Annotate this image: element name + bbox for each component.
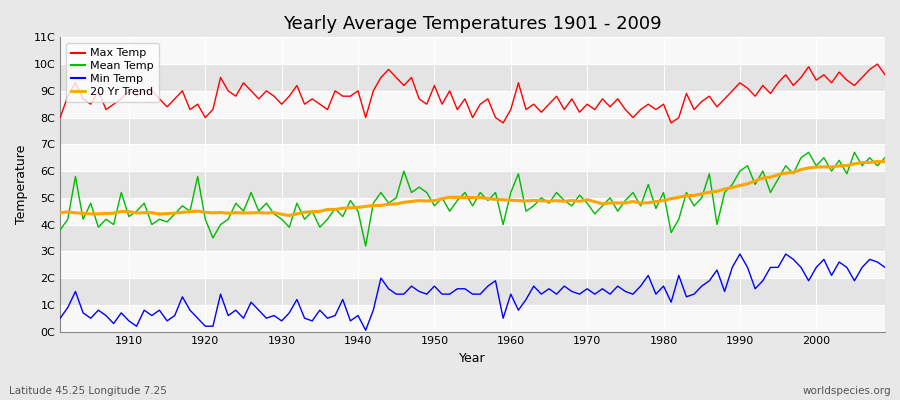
Bar [60,171,885,198]
Bar [60,144,885,171]
Bar [60,224,885,251]
Bar [60,251,885,278]
Bar [60,64,885,91]
Text: worldspecies.org: worldspecies.org [803,386,891,396]
Bar [60,10,885,37]
Text: Latitude 45.25 Longitude 7.25: Latitude 45.25 Longitude 7.25 [9,386,166,396]
Title: Yearly Average Temperatures 1901 - 2009: Yearly Average Temperatures 1901 - 2009 [284,15,662,33]
X-axis label: Year: Year [459,352,486,365]
Bar [60,91,885,118]
Bar [60,37,885,64]
Bar [60,198,885,224]
Bar [60,305,885,332]
Y-axis label: Temperature: Temperature [15,145,28,224]
Legend: Max Temp, Mean Temp, Min Temp, 20 Yr Trend: Max Temp, Mean Temp, Min Temp, 20 Yr Tre… [66,43,159,102]
Bar [60,118,885,144]
Bar [60,278,885,305]
